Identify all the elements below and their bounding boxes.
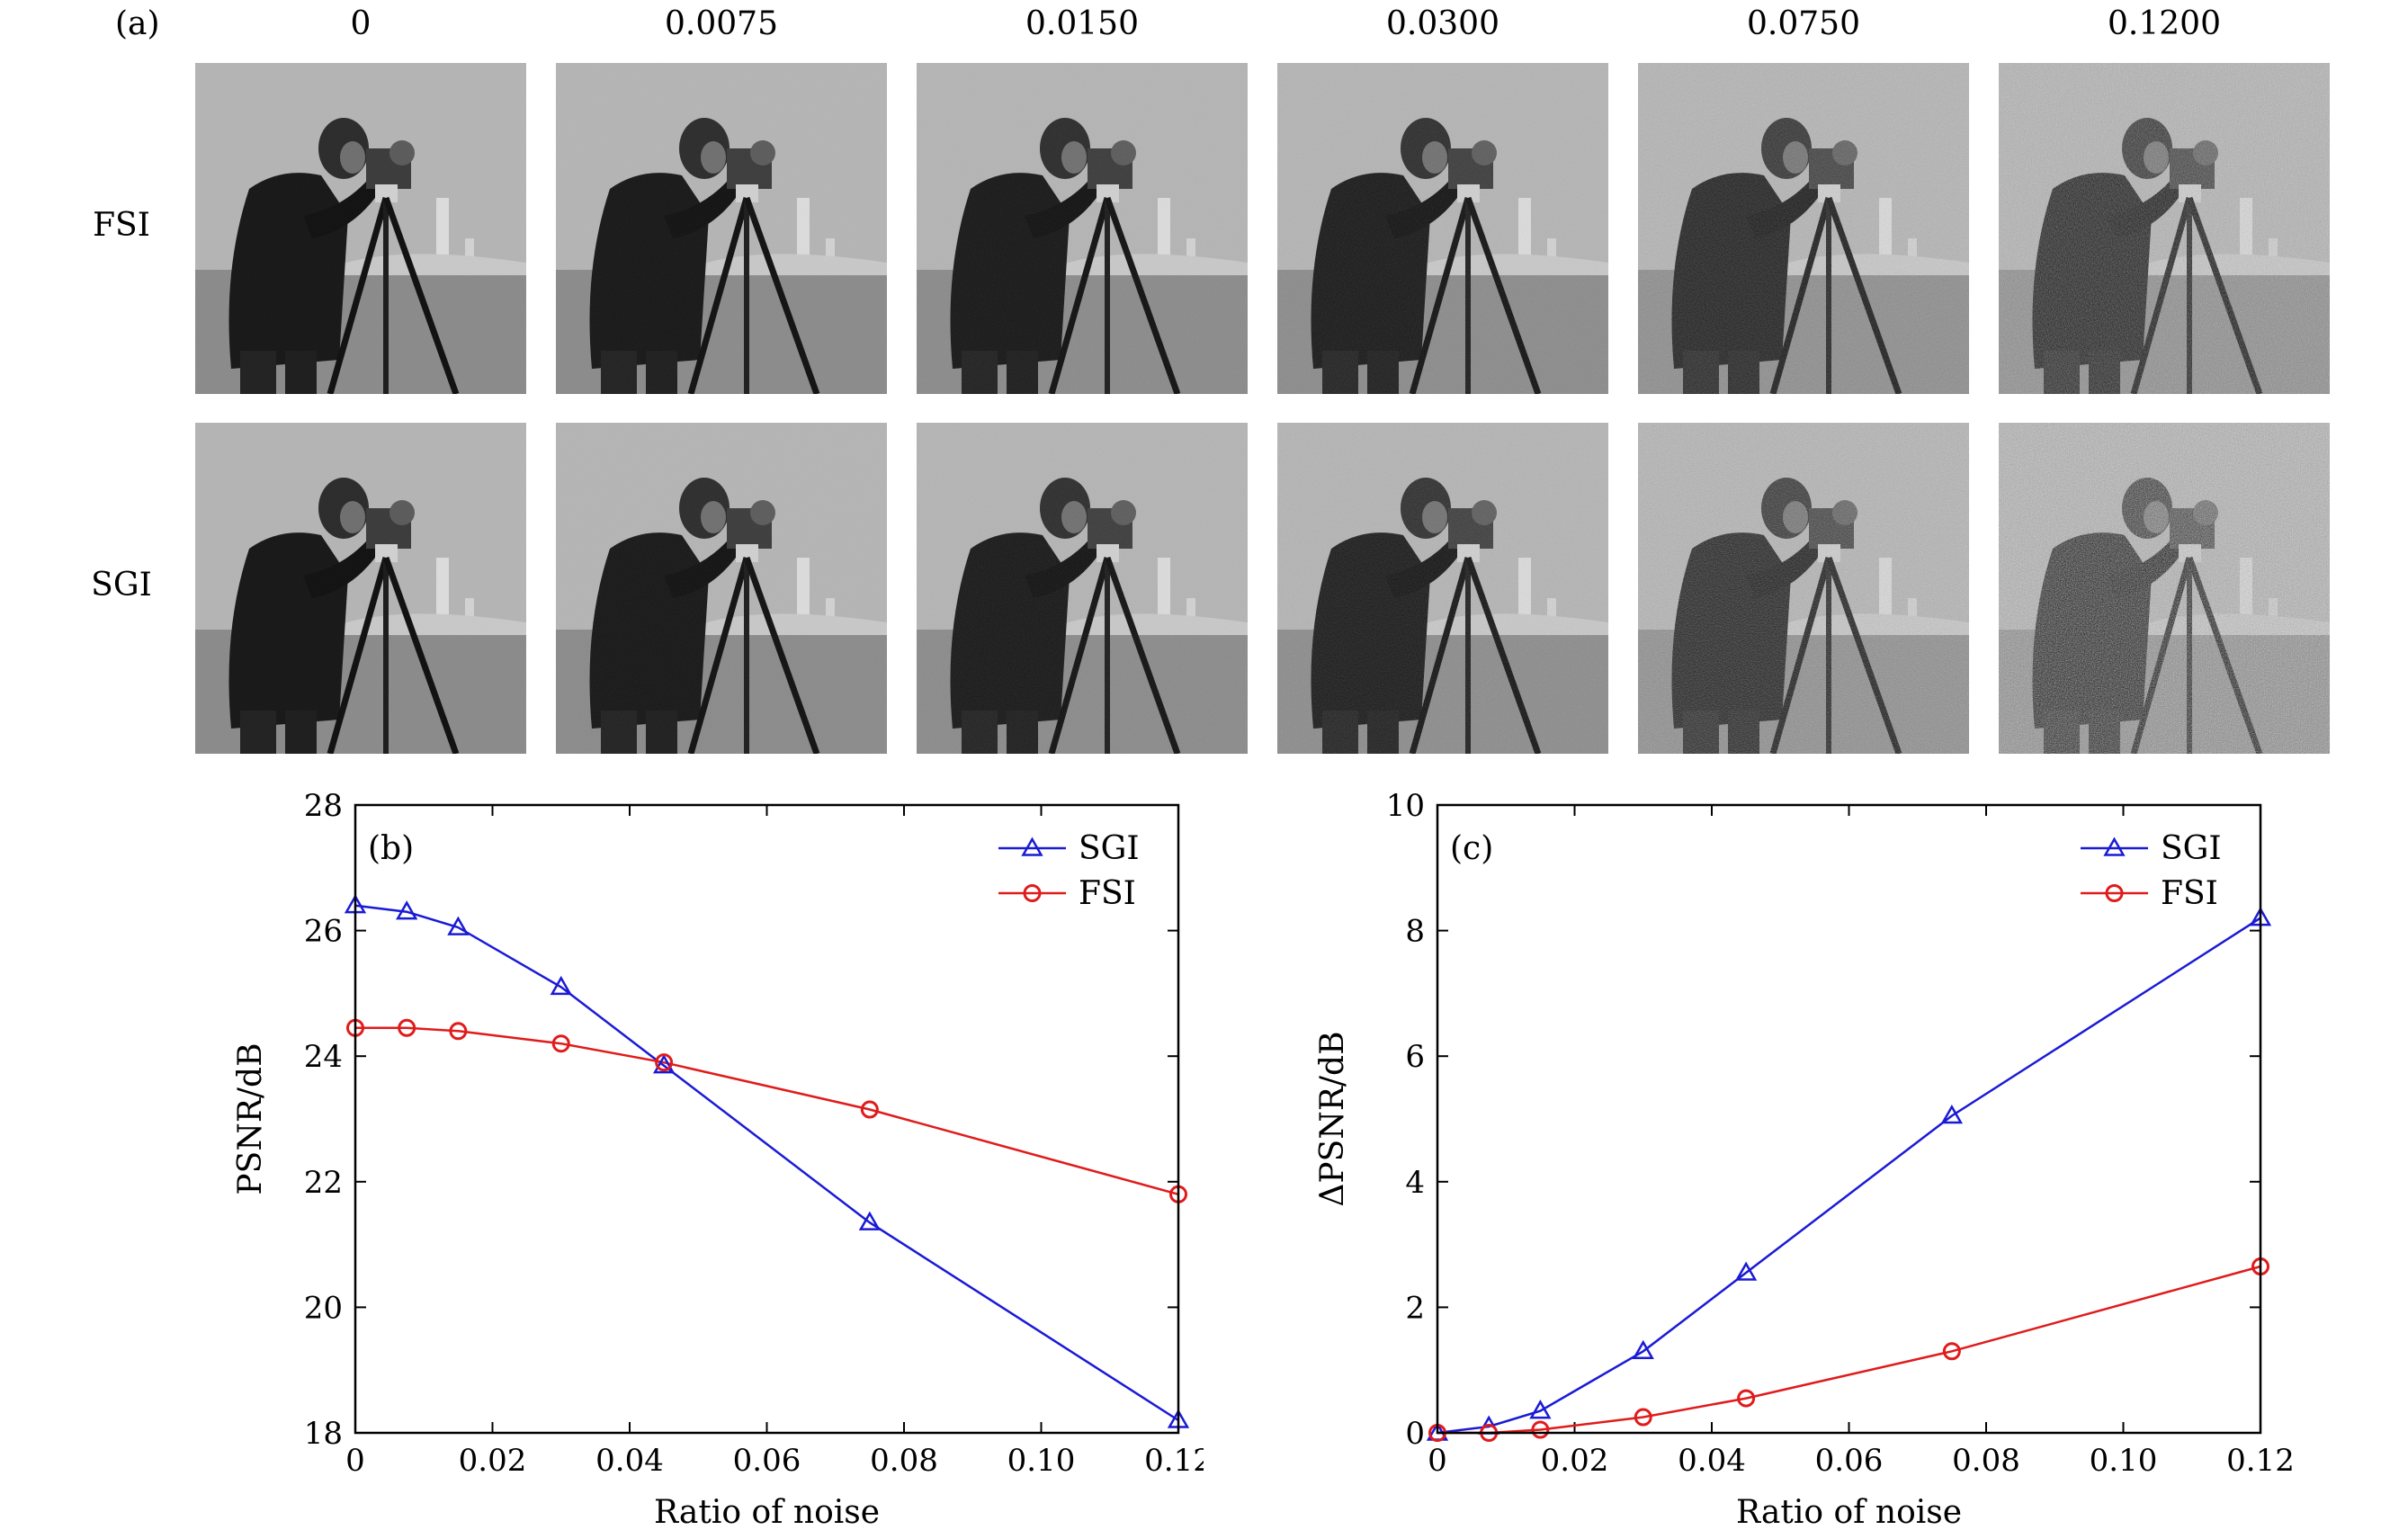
legend-label-sgi: SGI: [1079, 830, 1140, 867]
data-point-fsi: [655, 1053, 674, 1072]
thumbnail-fsi-4: [1638, 63, 1969, 394]
y-tick-label: 20: [304, 1290, 343, 1326]
series-line-fsi: [1437, 1265, 2261, 1435]
y-tick-label: 18: [304, 1416, 343, 1452]
x-tick-label: 0.02: [1541, 1443, 1609, 1479]
x-tick-label: 0.12: [1144, 1443, 1204, 1479]
thumbnail-fsi-3: [1277, 63, 1608, 394]
tick-layer: 0 0.02 0.04 0.06 0.08 0.10 0.12 18 20 22 24 26 28: [304, 788, 1204, 1479]
thumbnail-sgi-3: [1277, 423, 1608, 754]
y-tick-label: 26: [304, 914, 343, 950]
data-point-sgi: [396, 900, 418, 920]
y-tick-label: 4: [1405, 1165, 1425, 1201]
x-axis-label: Ratio of noise: [1736, 1494, 1962, 1530]
row-label-sgi: SGI: [91, 567, 152, 604]
image-grid-panel: (a) 0 0.0075 0.0150 0.0300 0.0750 0.1200…: [91, 5, 2330, 754]
legend-label-fsi: FSI: [1079, 875, 1136, 912]
series-line-sgi: [354, 904, 1179, 1422]
data-point-sgi: [1529, 1400, 1552, 1419]
x-tick-label: 0: [1428, 1443, 1447, 1479]
x-tick-label: 0.10: [2090, 1443, 2158, 1479]
panel-c-label: (c): [1450, 830, 1493, 867]
y-tick-label: 0: [1405, 1416, 1425, 1452]
x-tick-label: 0.08: [1952, 1443, 2020, 1479]
series-line-fsi: [355, 1026, 1179, 1196]
panel-b-label: (b): [368, 830, 414, 867]
y-tick-label: 8: [1405, 914, 1425, 950]
y-tick-label: 24: [304, 1039, 343, 1075]
y-tick-label: 2: [1405, 1290, 1425, 1326]
legend-marker-fsi: [1023, 884, 1042, 902]
psnr-chart: 0 0.02 0.04 0.06 0.08 0.10 0.12 18 20 22 24 26 28 (b…: [232, 788, 1204, 1530]
data-point-sgi: [550, 975, 572, 996]
x-tick-label: 0.10: [1007, 1443, 1076, 1479]
series-line-sgi: [1437, 917, 2261, 1435]
y-tick-label: 6: [1405, 1039, 1425, 1075]
data-point-fsi: [1737, 1389, 1756, 1408]
plot-frame: [1436, 803, 2262, 1435]
legend-label-sgi: SGI: [2161, 830, 2222, 867]
plot-frame: [354, 803, 1180, 1435]
data-point-sgi: [652, 1054, 676, 1074]
thumbnail-fsi-0: [195, 63, 526, 394]
y-tick-label: 10: [1386, 788, 1425, 824]
data-point-sgi: [447, 916, 470, 935]
x-tick-label: 0.08: [870, 1443, 938, 1479]
panel-a-label: (a): [115, 5, 160, 42]
data-point-fsi: [860, 1100, 879, 1119]
row-label-fsi: FSI: [93, 207, 150, 244]
thumbnail-sgi-5: [1999, 423, 2330, 754]
y-axis-label: ΔPSNR/dB: [1314, 1031, 1351, 1206]
legend-label-fsi: FSI: [2161, 875, 2218, 912]
column-header-3: 0.0300: [1386, 5, 1499, 42]
x-tick-label: 0.12: [2226, 1443, 2295, 1479]
data-point-sgi: [1734, 1261, 1758, 1281]
x-axis-label: Ratio of noise: [654, 1494, 880, 1530]
column-header-1: 0.0075: [665, 5, 778, 42]
column-header-5: 0.1200: [2108, 5, 2221, 42]
x-tick-label: 0.06: [733, 1443, 801, 1479]
series-lines: [1437, 917, 2261, 1435]
y-axis-label: PSNR/dB: [232, 1042, 269, 1194]
series-lines: [354, 904, 1179, 1422]
x-tick-label: 0.04: [595, 1443, 664, 1479]
thumbnail-sgi-2: [917, 423, 1248, 754]
legend-marker-fsi: [2105, 884, 2124, 902]
thumbnail-sgi-0: [195, 423, 526, 754]
column-header-4: 0.0750: [1747, 5, 1860, 42]
data-point-fsi: [449, 1022, 468, 1041]
x-tick-label: 0.04: [1678, 1443, 1746, 1479]
tick-layer: 0 0.02 0.04 0.06 0.08 0.10 0.12 0 2 4 6 8 10: [1386, 788, 2295, 1479]
y-tick-label: 28: [304, 788, 343, 824]
delta-psnr-chart: 0 0.02 0.04 0.06 0.08 0.10 0.12 0 2 4 6 8 10 (c) Rat…: [1314, 788, 2295, 1530]
legend: SGI FSI: [998, 830, 1140, 912]
thumbnail-fsi-5: [1999, 63, 2330, 394]
legend-marker-sgi: [1021, 837, 1043, 856]
y-tick-label: 22: [304, 1165, 343, 1201]
column-header-2: 0.0150: [1025, 5, 1139, 42]
legend: SGI FSI: [2081, 830, 2222, 912]
legend-marker-sgi: [2103, 837, 2126, 856]
x-tick-label: 0.02: [459, 1443, 527, 1479]
data-point-fsi: [1634, 1408, 1652, 1427]
x-tick-label: 0: [345, 1443, 365, 1479]
thumbnail-sgi-4: [1638, 423, 1969, 754]
x-tick-label: 0.06: [1815, 1443, 1884, 1479]
data-point-sgi: [858, 1211, 882, 1230]
data-point-fsi: [398, 1018, 416, 1037]
thumbnail-sgi-1: [556, 423, 887, 754]
data-point-fsi: [551, 1034, 570, 1053]
series-markers: [1426, 907, 2272, 1442]
data-point-fsi: [1531, 1420, 1550, 1439]
thumbnail-fsi-1: [556, 63, 887, 394]
data-point-sgi: [1632, 1339, 1654, 1360]
data-point-sgi: [1940, 1104, 1964, 1124]
data-point-fsi: [1942, 1342, 1961, 1361]
thumbnail-fsi-2: [917, 63, 1248, 394]
column-header-0: 0: [350, 5, 371, 42]
